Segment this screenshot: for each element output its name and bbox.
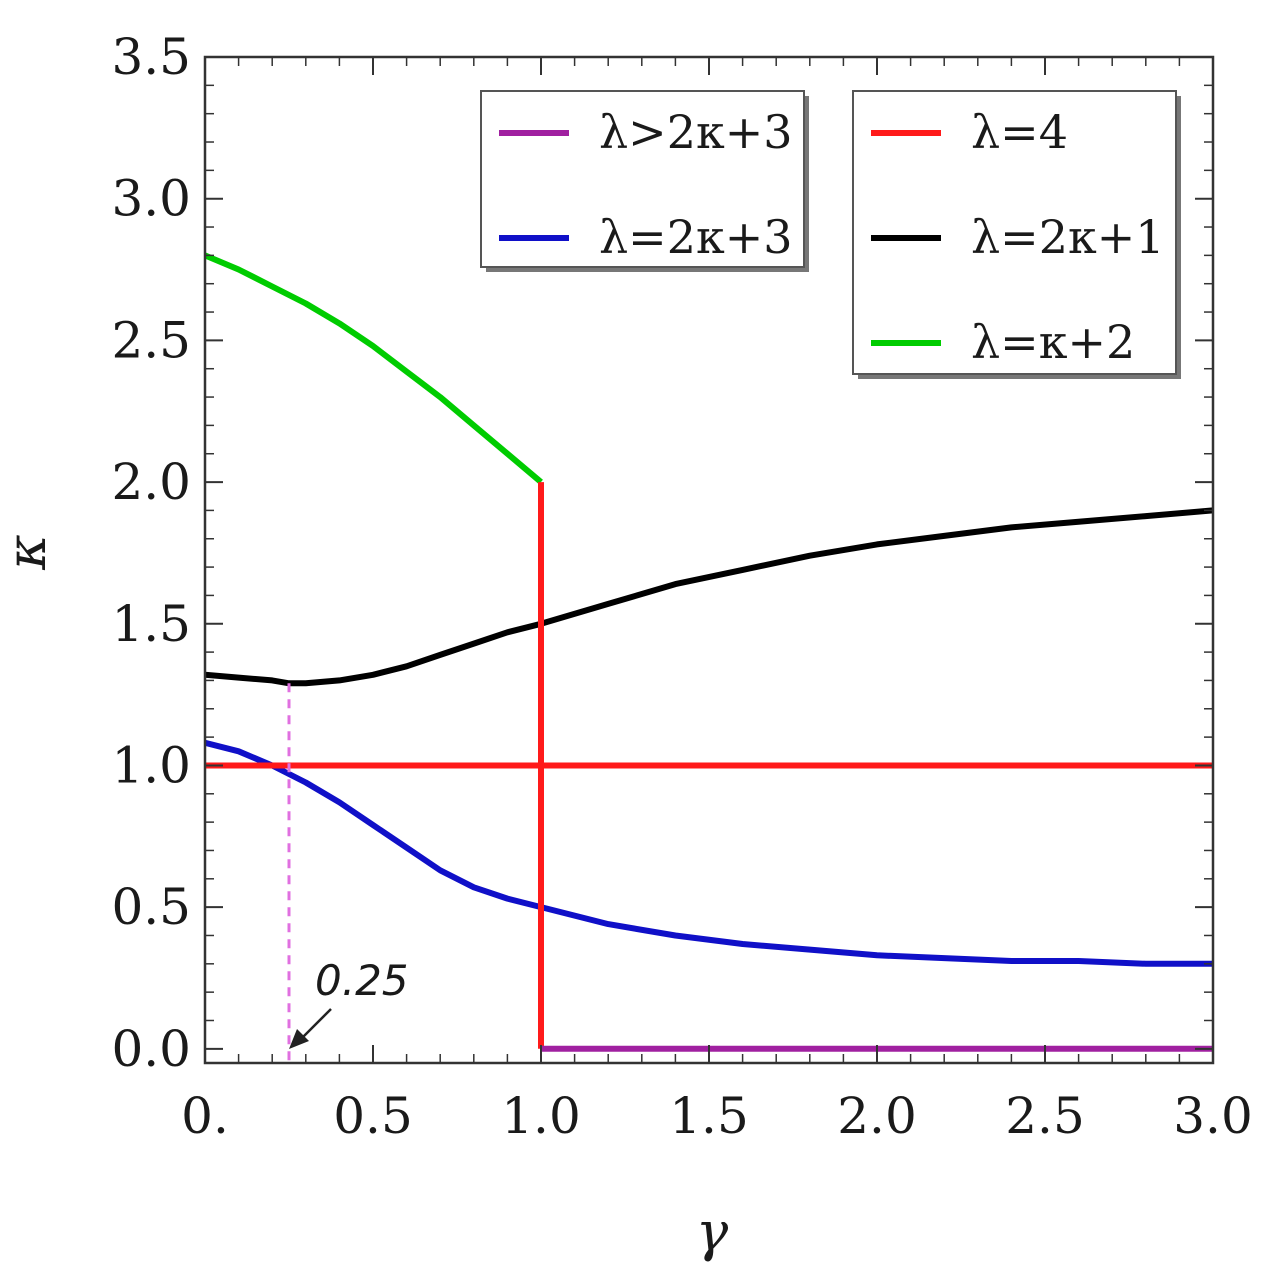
- x-tick-label: 0.5: [333, 1087, 413, 1145]
- y-tick-label: 2.0: [111, 453, 191, 511]
- x-tick-label: 1.5: [669, 1087, 749, 1145]
- x-tick-label: 2.5: [1005, 1087, 1085, 1145]
- legend-label: λ=4: [971, 105, 1068, 159]
- series-0-line: [205, 252, 543, 485]
- legend-right: λ=4 λ=2κ+1 λ=κ+2: [852, 90, 1181, 379]
- annotation-arrow-head: [289, 1029, 309, 1049]
- legend-label: λ>2κ+3: [599, 105, 793, 159]
- y-tick-label: 1.5: [111, 595, 191, 653]
- y-tick-label: 0.0: [111, 1020, 191, 1078]
- annotation-arrow-shaft: [298, 1008, 332, 1042]
- y-tick-label: 3.5: [111, 28, 191, 86]
- axes: 0. 0.5 1.0 1.5 2.0 2.5 3.0 0.0 0.5 1.0 1.5 2.0 2.5 3.…: [111, 28, 1252, 1145]
- y-axis-label: κ: [0, 534, 58, 570]
- legend-label: λ=2κ+1: [971, 210, 1165, 264]
- x-tick-label: 1.0: [501, 1087, 581, 1145]
- legend-label: λ=2κ+3: [599, 210, 793, 264]
- y-tick-label: 2.5: [111, 311, 191, 369]
- x-tick-label: 2.0: [837, 1087, 917, 1145]
- annotation-label: 0.25: [315, 956, 409, 1005]
- series-2-line: [205, 739, 1213, 967]
- series-1-line: [205, 507, 1213, 687]
- legend-box: [852, 90, 1177, 375]
- legend-left: λ>2κ+3 λ=2κ+3: [480, 90, 809, 272]
- legend-label: λ=κ+2: [971, 315, 1135, 369]
- y-tick-label: 3.0: [111, 170, 191, 228]
- x-tick-label: 0.: [181, 1087, 229, 1145]
- x-axis-label: γ: [696, 1200, 729, 1263]
- y-tick-label: 0.5: [111, 878, 191, 936]
- y-tick-label: 1.0: [111, 736, 191, 794]
- x-tick-label: 3.0: [1173, 1087, 1253, 1145]
